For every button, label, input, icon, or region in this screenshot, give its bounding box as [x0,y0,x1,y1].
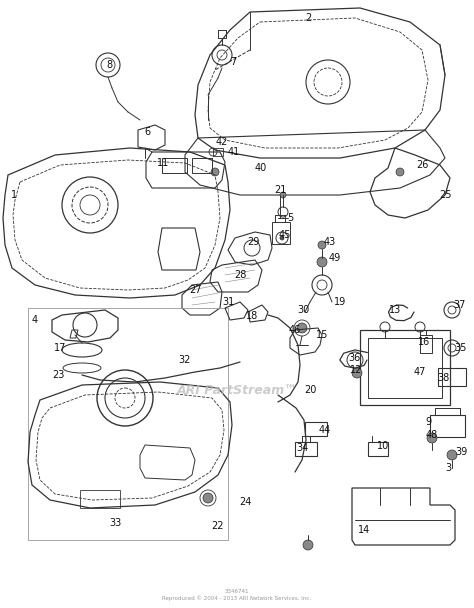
Text: 23: 23 [52,370,64,380]
Text: 20: 20 [304,385,316,395]
Text: 29: 29 [247,237,259,247]
Circle shape [203,493,213,503]
Text: 45: 45 [279,230,291,240]
Text: 22: 22 [212,521,224,531]
Text: 14: 14 [358,525,370,535]
Text: 42: 42 [216,137,228,147]
Text: 35: 35 [455,343,467,353]
Text: 26: 26 [416,160,428,170]
Text: 36: 36 [348,353,360,363]
Circle shape [447,450,457,460]
Text: 4: 4 [32,315,38,325]
Circle shape [317,257,327,267]
Text: 8: 8 [106,60,112,70]
Text: 38: 38 [437,373,449,383]
Circle shape [318,241,326,249]
Text: 27: 27 [190,285,202,295]
Text: 32: 32 [179,355,191,365]
Text: 9: 9 [425,417,431,427]
Text: ARI PartStream™: ARI PartStream™ [177,384,297,396]
Text: 3346741
Reproduced © 2004 - 2013 ARI Network Services, Inc.: 3346741 Reproduced © 2004 - 2013 ARI Net… [163,589,311,601]
Circle shape [303,540,313,550]
Text: 39: 39 [455,447,467,457]
Text: 47: 47 [414,367,426,377]
Circle shape [427,433,437,443]
Text: 19: 19 [334,297,346,307]
Text: 33: 33 [109,518,121,528]
Text: 2: 2 [305,13,311,23]
Text: 11: 11 [157,158,169,168]
Text: 16: 16 [418,337,430,347]
Text: 18: 18 [246,311,258,321]
Text: 30: 30 [297,305,309,315]
Text: 12: 12 [350,365,362,375]
Text: 43: 43 [324,237,336,247]
Text: 49: 49 [329,253,341,263]
Text: 44: 44 [319,425,331,435]
Text: 48: 48 [426,430,438,440]
Text: 1: 1 [11,190,17,200]
Circle shape [280,236,284,240]
Text: 41: 41 [228,147,240,157]
Text: 28: 28 [234,270,246,280]
Circle shape [297,323,307,333]
Text: 31: 31 [222,297,234,307]
Text: 17: 17 [54,343,66,353]
Text: 5: 5 [287,213,293,223]
Circle shape [280,192,286,198]
Text: 15: 15 [316,330,328,340]
Text: 13: 13 [389,305,401,315]
Text: 25: 25 [440,190,452,200]
Text: 21: 21 [274,185,286,195]
Circle shape [352,368,362,378]
Text: 46: 46 [289,325,301,335]
Text: 34: 34 [296,443,308,453]
Text: 24: 24 [239,497,251,507]
Text: 6: 6 [144,127,150,137]
Text: 10: 10 [377,441,389,451]
Text: 37: 37 [454,300,466,310]
Text: 40: 40 [255,163,267,173]
Text: 7: 7 [230,57,236,67]
Circle shape [211,168,219,176]
Text: 3: 3 [445,463,451,473]
Circle shape [396,168,404,176]
